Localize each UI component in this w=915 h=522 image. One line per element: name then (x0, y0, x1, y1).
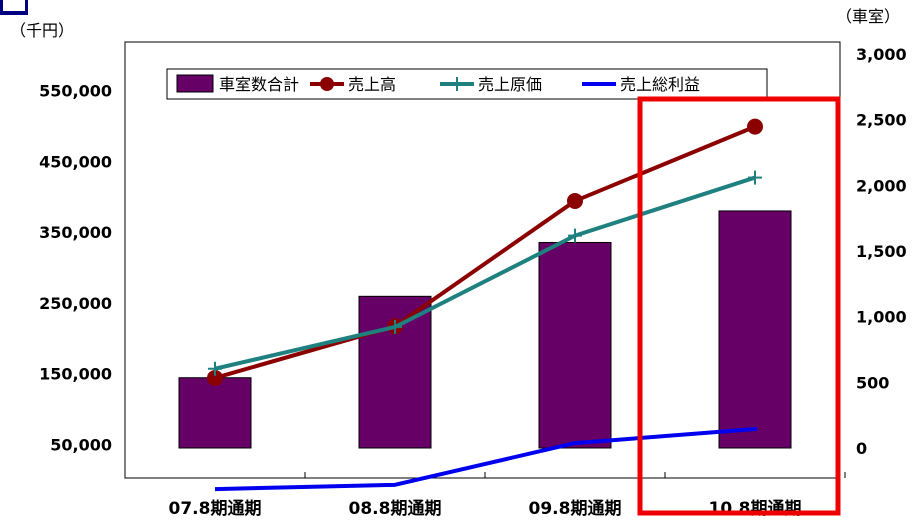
legend-label: 売上原価 (478, 75, 542, 94)
right-unit-label: （車室） (836, 7, 900, 26)
corner-mark-inner (3, 0, 25, 11)
left-tick-label: 450,000 (39, 152, 112, 171)
marker-circle (747, 118, 763, 135)
right-tick-label: 0 (856, 439, 867, 458)
legend-box (166, 68, 768, 100)
right-tick-label: 2,000 (856, 176, 907, 195)
bar-4 (718, 210, 792, 449)
marker-circle (567, 192, 583, 209)
left-tick-label: 350,000 (39, 223, 112, 242)
left-tick-label: 50,000 (50, 436, 112, 455)
left-unit-label: （千円） (10, 21, 74, 40)
highlight-box (637, 96, 841, 516)
left-tick-label: 150,000 (39, 365, 112, 384)
series-line-1 (214, 124, 756, 380)
series-line-2 (214, 175, 756, 371)
legend-swatch-bar (176, 74, 214, 93)
category-label: 07.8期通期 (169, 499, 262, 518)
series-line-3 (214, 426, 758, 492)
right-tick-label: 1,500 (856, 242, 907, 261)
legend-label: 車室数合計 (219, 75, 299, 94)
right-tick-label: 2,500 (856, 111, 907, 130)
right-tick-label: 500 (856, 373, 889, 392)
legend-label: 売上高 (348, 75, 396, 94)
category-label: 08.8期通期 (349, 499, 442, 518)
legend-label: 売上総利益 (620, 75, 700, 94)
marker-circle (207, 369, 223, 386)
bar-1 (178, 377, 252, 449)
right-tick-label: 3,000 (856, 45, 907, 64)
right-tick-label: 1,000 (856, 308, 907, 327)
category-label: 09.8期通期 (529, 499, 622, 518)
left-tick-label: 250,000 (39, 294, 112, 313)
legend-marker-circle (320, 77, 334, 91)
left-tick-label: 550,000 (39, 82, 112, 101)
bar-3 (538, 241, 612, 449)
